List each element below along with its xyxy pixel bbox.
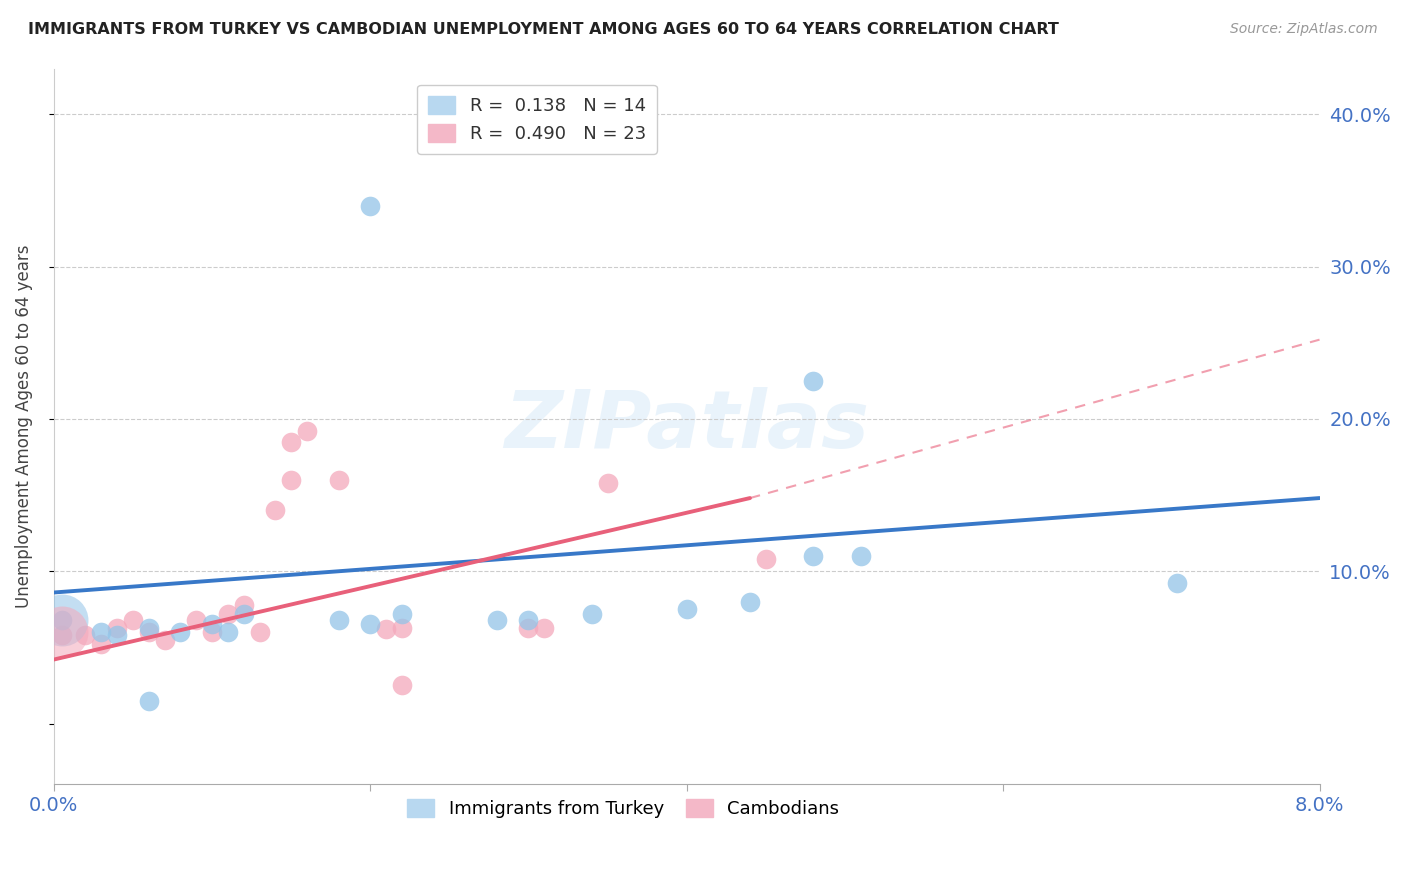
- Point: [391, 678, 413, 692]
- Point: [90, 625, 112, 640]
- Point: [328, 473, 350, 487]
- Point: [801, 549, 824, 563]
- Point: [217, 625, 239, 640]
- Point: [359, 617, 381, 632]
- Point: [280, 434, 302, 449]
- Point: [105, 621, 128, 635]
- Legend: Immigrants from Turkey, Cambodians: Immigrants from Turkey, Cambodians: [401, 792, 846, 825]
- Point: [581, 607, 603, 621]
- Point: [533, 621, 555, 635]
- Point: [517, 613, 540, 627]
- Point: [1166, 576, 1188, 591]
- Point: [375, 622, 398, 636]
- Point: [295, 424, 318, 438]
- Point: [391, 607, 413, 621]
- Text: IMMIGRANTS FROM TURKEY VS CAMBODIAN UNEMPLOYMENT AMONG AGES 60 TO 64 YEARS CORRE: IMMIGRANTS FROM TURKEY VS CAMBODIAN UNEM…: [28, 22, 1059, 37]
- Point: [596, 475, 619, 490]
- Point: [232, 598, 254, 612]
- Point: [138, 693, 160, 707]
- Point: [517, 621, 540, 635]
- Point: [232, 607, 254, 621]
- Point: [359, 199, 381, 213]
- Point: [138, 625, 160, 640]
- Point: [849, 549, 872, 563]
- Point: [485, 613, 508, 627]
- Y-axis label: Unemployment Among Ages 60 to 64 years: Unemployment Among Ages 60 to 64 years: [15, 244, 32, 608]
- Point: [153, 632, 176, 647]
- Point: [51, 613, 73, 627]
- Point: [138, 621, 160, 635]
- Point: [186, 613, 208, 627]
- Point: [675, 602, 697, 616]
- Point: [90, 637, 112, 651]
- Point: [51, 625, 73, 640]
- Point: [75, 628, 97, 642]
- Point: [51, 613, 73, 627]
- Point: [755, 552, 778, 566]
- Point: [169, 625, 191, 640]
- Point: [201, 625, 224, 640]
- Point: [738, 594, 761, 608]
- Point: [280, 473, 302, 487]
- Point: [328, 613, 350, 627]
- Point: [249, 625, 271, 640]
- Point: [51, 628, 73, 642]
- Point: [391, 621, 413, 635]
- Point: [217, 607, 239, 621]
- Point: [122, 613, 145, 627]
- Text: ZIPatlas: ZIPatlas: [505, 387, 869, 466]
- Text: Source: ZipAtlas.com: Source: ZipAtlas.com: [1230, 22, 1378, 37]
- Point: [264, 503, 287, 517]
- Point: [105, 628, 128, 642]
- Point: [801, 374, 824, 388]
- Point: [201, 617, 224, 632]
